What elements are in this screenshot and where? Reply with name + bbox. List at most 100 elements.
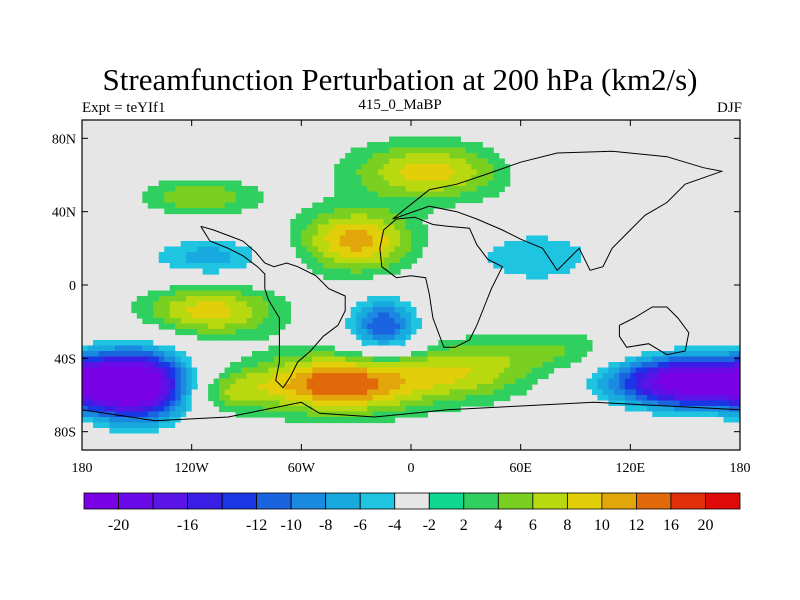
field-cell xyxy=(191,406,198,413)
field-cell xyxy=(372,301,379,308)
field-cell xyxy=(696,230,703,237)
field-cell xyxy=(668,224,675,231)
field-cell xyxy=(389,186,396,193)
field-cell xyxy=(537,268,544,275)
field-cell xyxy=(257,323,264,330)
field-cell xyxy=(734,373,740,380)
field-cell xyxy=(361,362,368,369)
field-cell xyxy=(718,224,725,231)
field-cell xyxy=(443,395,450,402)
field-cell xyxy=(147,318,154,325)
field-cell xyxy=(400,378,407,385)
colorbar-box xyxy=(359,492,396,510)
field-cell xyxy=(202,186,209,193)
field-cell xyxy=(92,417,100,424)
field-cell xyxy=(449,186,456,193)
field-cell xyxy=(224,202,231,209)
field-cell xyxy=(668,417,675,424)
field-cell xyxy=(498,356,505,363)
field-cell xyxy=(471,147,478,154)
field-cell xyxy=(251,329,259,336)
field-cell xyxy=(197,367,204,374)
field-cell xyxy=(394,202,401,209)
field-cell xyxy=(619,136,626,143)
field-cell xyxy=(383,290,390,297)
field-cell xyxy=(257,378,264,385)
colorbar-label: 20 xyxy=(697,517,713,534)
field-cell xyxy=(531,235,538,242)
field-cell xyxy=(597,235,604,242)
field-cell xyxy=(350,164,357,171)
field-cell xyxy=(372,411,379,418)
field-cell xyxy=(476,147,483,154)
field-cell xyxy=(389,252,396,259)
field-cell xyxy=(586,147,593,154)
field-cell xyxy=(580,395,588,402)
field-cell xyxy=(230,268,237,275)
field-cell xyxy=(136,356,143,363)
field-cell xyxy=(619,367,626,374)
field-cell xyxy=(460,142,467,149)
field-cell xyxy=(257,191,264,198)
field-cell xyxy=(580,142,588,149)
field-cell xyxy=(367,340,374,347)
field-cell xyxy=(317,417,324,424)
field-cell xyxy=(257,395,264,402)
field-cell xyxy=(520,268,527,275)
field-cell xyxy=(608,378,615,385)
field-cell xyxy=(361,246,368,253)
field-cell xyxy=(487,274,494,281)
field-cell xyxy=(553,279,560,286)
field-cell xyxy=(685,246,692,253)
field-cell xyxy=(602,235,609,242)
field-cell xyxy=(674,406,681,413)
field-cell xyxy=(306,400,313,407)
field-cell xyxy=(432,186,440,193)
field-cell xyxy=(624,356,631,363)
field-cell xyxy=(383,252,390,259)
field-cell xyxy=(103,395,111,402)
field-cell xyxy=(131,439,138,446)
field-cell xyxy=(389,136,396,143)
field-cell xyxy=(109,367,116,374)
field-cell xyxy=(498,175,505,182)
field-cell xyxy=(295,378,302,385)
field-cell xyxy=(465,142,472,149)
field-cell xyxy=(482,367,489,374)
field-cell xyxy=(230,378,237,385)
field-cell xyxy=(202,307,209,314)
field-cell xyxy=(712,224,719,231)
field-cell xyxy=(367,153,374,160)
field-cell xyxy=(701,356,708,363)
field-cell xyxy=(306,208,313,215)
field-cell xyxy=(109,362,116,369)
field-cell xyxy=(257,411,264,418)
field-cell xyxy=(641,417,648,424)
field-cell xyxy=(213,186,220,193)
field-cell xyxy=(564,340,571,347)
field-cell xyxy=(685,411,692,418)
field-cell xyxy=(175,180,182,187)
field-cell xyxy=(471,345,478,352)
field-cell xyxy=(383,378,390,385)
field-cell xyxy=(180,290,187,297)
field-cell xyxy=(383,241,390,248)
field-cell xyxy=(624,373,631,380)
field-cell xyxy=(290,384,297,391)
field-cell xyxy=(191,323,198,330)
field-cell xyxy=(295,356,302,363)
field-cell xyxy=(504,334,511,341)
field-cell xyxy=(712,422,719,429)
field-cell xyxy=(295,351,302,358)
field-cell xyxy=(394,373,401,380)
field-cell xyxy=(175,290,182,297)
field-cell xyxy=(82,417,89,424)
field-cell xyxy=(164,301,171,308)
field-cell xyxy=(685,224,692,231)
field-cell xyxy=(674,219,681,226)
field-cell xyxy=(323,406,330,413)
field-cell xyxy=(235,180,242,187)
field-cell xyxy=(531,345,538,352)
field-cell xyxy=(394,147,401,154)
field-cell xyxy=(224,378,231,385)
